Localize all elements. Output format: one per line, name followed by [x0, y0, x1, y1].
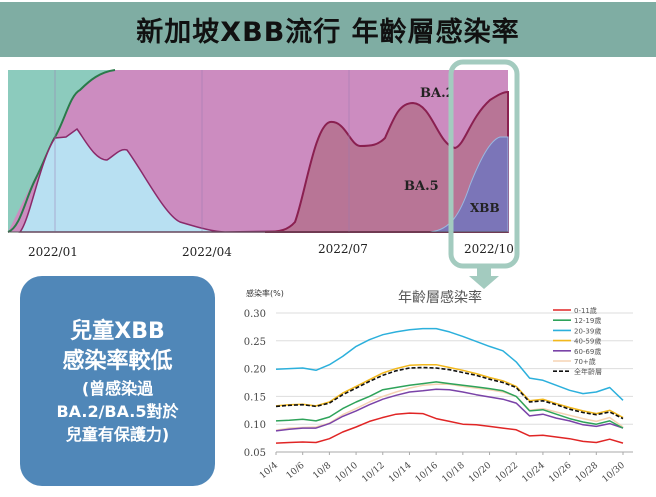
x-tick-label: 10/26: [547, 460, 574, 485]
legend-label: 40-59歲: [574, 337, 601, 346]
x-tick-label: 10/4: [258, 460, 280, 481]
x-tick-label: 10/18: [440, 460, 467, 485]
area-label-ba2: BA.2: [420, 86, 455, 101]
variant-share-chart: BA.2 BA.5 XBB 2022/01 2022/04 2022/07 20…: [7, 59, 520, 289]
x-tick-2022-01: 2022/01: [28, 245, 78, 259]
x-tick-label: 10/16: [414, 460, 441, 485]
series-line-0: [275, 412, 624, 444]
x-tick-label: 10/12: [360, 461, 386, 485]
x-tick-label: 10/8: [311, 460, 333, 481]
callout-line: BA.2/BA.5對於: [56, 401, 179, 421]
callout-line: 兒童XBB: [70, 318, 165, 344]
series-line-4: [275, 388, 624, 432]
legend-label: 70+歲: [574, 357, 596, 366]
ba5-area: [264, 90, 509, 233]
x-tick-2022-04: 2022/04: [182, 245, 232, 259]
x-tick-label: 10/20: [467, 460, 494, 485]
x-tick-2022-10: 2022/10: [464, 242, 514, 256]
age-infection-chart: 年齡層感染率 感染率(%) 0.300.250.200.150.100.0510…: [244, 288, 633, 485]
arrow-down-icon: [469, 266, 499, 289]
x-tick-label: 10/6: [285, 460, 307, 481]
series-line-2: [275, 327, 624, 401]
x-tick-label: 10/10: [334, 460, 361, 485]
legend-label: 0-11歲: [574, 306, 597, 315]
xbb-area: [429, 136, 509, 233]
callout-line: (曾感染過: [81, 378, 154, 398]
y-tick-label: 0.25: [244, 337, 266, 348]
legend-label: 20-39歲: [574, 326, 601, 335]
legend-label: 12-19歲: [574, 316, 601, 325]
y-tick-label: 0.20: [244, 365, 266, 376]
callout-line: 感染率較低: [62, 348, 173, 374]
legend-label: 全年齡層: [574, 367, 602, 376]
y-tick-label: 0.10: [244, 420, 266, 431]
y-tick-label: 0.15: [244, 392, 266, 403]
page-title: 新加坡XBB流行 年齡層感染率: [0, 2, 656, 57]
y-tick-label: 0.30: [244, 309, 266, 320]
y-axis-label: 感染率(%): [246, 288, 284, 298]
x-tick-label: 10/30: [601, 460, 628, 485]
x-tick-label: 10/14: [387, 460, 414, 485]
area-label-xbb: XBB: [470, 201, 500, 215]
series-line-6: [275, 366, 624, 420]
x-tick-label: 10/28: [574, 460, 601, 485]
x-tick-2022-07: 2022/07: [318, 242, 368, 256]
area-label-ba5: BA.5: [404, 179, 439, 194]
x-tick-label: 10/24: [521, 460, 548, 485]
x-tick-label: 10/22: [494, 461, 520, 485]
y-tick-label: 0.05: [244, 448, 266, 459]
series-line-3: [275, 363, 624, 419]
series-line-1: [275, 381, 624, 429]
legend-label: 60-69歲: [574, 347, 601, 356]
chart-title: 年齡層感染率: [398, 289, 482, 306]
callout-box: 兒童XBB 感染率較低 (曾感染過 BA.2/BA.5對於 兒童有保護力): [20, 276, 215, 486]
callout-line: 兒童有保護力): [65, 424, 170, 444]
